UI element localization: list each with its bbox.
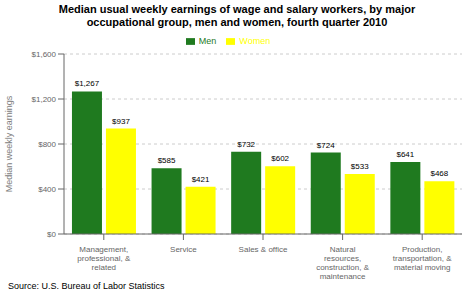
- svg-text:$533: $533: [351, 162, 369, 171]
- svg-text:$468: $468: [430, 169, 448, 178]
- svg-text:$1,600: $1,600: [32, 50, 57, 59]
- svg-text:Service: Service: [170, 245, 197, 254]
- svg-text:$0: $0: [47, 230, 56, 239]
- svg-text:Median weekly earnings: Median weekly earnings: [4, 95, 14, 192]
- svg-text:$641: $641: [396, 150, 414, 159]
- html-text:Source: U.S. Bureau of Labor S: Source: U.S. Bureau of Labor Statistics: [8, 281, 165, 291]
- svg-text:$724: $724: [317, 141, 335, 150]
- svg-text:$937: $937: [112, 117, 130, 126]
- svg-text:$421: $421: [192, 175, 210, 184]
- svg-text:$800: $800: [38, 140, 56, 149]
- svg-text:$732: $732: [237, 140, 255, 149]
- svg-text:$602: $602: [271, 154, 289, 163]
- svg-text:Management,professional, &rela: Management,professional, &related: [77, 245, 131, 272]
- html-text:Men: Men: [198, 36, 217, 46]
- svg-text:$585: $585: [158, 156, 176, 165]
- svg-text:Naturalresources,construction,: Naturalresources,construction, &maintena…: [316, 245, 370, 280]
- svg-text:$1,200: $1,200: [32, 95, 57, 104]
- svg-text:Production,transportation, &ma: Production,transportation, &material mov…: [393, 245, 452, 272]
- svg-text:Sales & office: Sales & office: [239, 245, 288, 254]
- html-text:Women: Women: [239, 36, 271, 46]
- svg-text:$1,267: $1,267: [75, 79, 100, 88]
- html-text:Median usual weekly earnings o: Median usual weekly earnings of wage and…: [58, 3, 416, 28]
- svg-text:$400: $400: [38, 185, 56, 194]
